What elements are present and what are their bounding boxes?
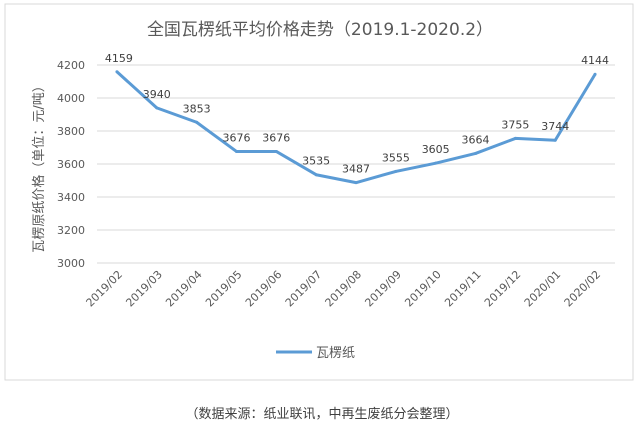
data-label: 3676 bbox=[262, 131, 290, 144]
data-point bbox=[234, 149, 238, 153]
data-label: 3487 bbox=[342, 163, 370, 176]
data-label: 3755 bbox=[501, 118, 529, 131]
y-tick-label: 3800 bbox=[57, 125, 85, 138]
data-point bbox=[195, 120, 199, 124]
data-label: 3664 bbox=[462, 133, 490, 146]
y-tick-label: 3200 bbox=[57, 224, 85, 237]
data-point bbox=[314, 173, 318, 177]
data-label: 4144 bbox=[581, 54, 609, 67]
chart-frame bbox=[4, 3, 634, 381]
data-label: 3605 bbox=[422, 143, 450, 156]
y-axis-label: 瓦楞原纸价格（单位：元/吨） bbox=[31, 79, 47, 252]
data-label: 3535 bbox=[302, 155, 330, 168]
data-point bbox=[474, 151, 478, 155]
y-tick-label: 4000 bbox=[57, 92, 85, 105]
y-tick-label: 3400 bbox=[57, 191, 85, 204]
y-tick-label: 4200 bbox=[57, 59, 85, 72]
chart-title: 全国瓦楞纸平均价格走势（2019.1-2020.2） bbox=[147, 20, 493, 40]
y-tick-label: 3600 bbox=[57, 158, 85, 171]
y-tick-label: 3000 bbox=[57, 257, 85, 270]
data-point bbox=[115, 70, 119, 74]
data-point bbox=[394, 169, 398, 173]
data-point bbox=[553, 138, 557, 142]
data-label: 3676 bbox=[222, 131, 250, 144]
data-label: 3853 bbox=[183, 102, 211, 115]
data-label: 3555 bbox=[382, 151, 410, 164]
legend-label: 瓦楞纸 bbox=[316, 346, 355, 361]
data-label: 3940 bbox=[143, 88, 171, 101]
data-point bbox=[434, 161, 438, 165]
data-label: 3744 bbox=[541, 120, 569, 133]
data-point bbox=[593, 72, 597, 76]
legend: 瓦楞纸 bbox=[276, 346, 355, 361]
data-point bbox=[155, 106, 159, 110]
source-caption: （数据来源：纸业联讯，中再生废纸分会整理） bbox=[185, 406, 458, 422]
data-point bbox=[274, 149, 278, 153]
data-point bbox=[354, 181, 358, 185]
data-label: 4159 bbox=[105, 52, 133, 65]
data-point bbox=[513, 136, 517, 140]
